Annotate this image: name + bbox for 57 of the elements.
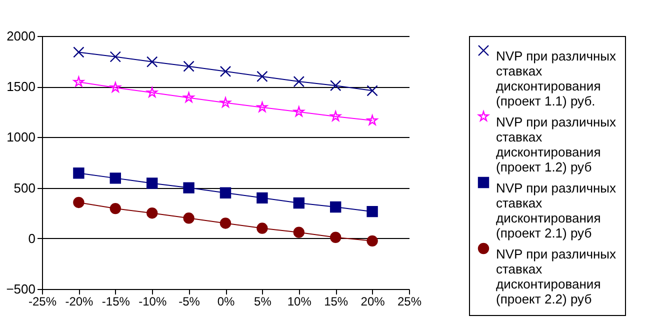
point xyxy=(183,182,194,194)
point xyxy=(73,46,84,58)
point xyxy=(220,218,232,229)
x-tick-label: 20% xyxy=(360,294,386,308)
point xyxy=(220,187,232,198)
legend-label: NVP при различных ставках дисконтирования (проект 1.1) руб. xyxy=(496,48,617,108)
point xyxy=(110,172,121,184)
point xyxy=(183,212,194,224)
point xyxy=(366,235,378,247)
point xyxy=(330,80,342,92)
point xyxy=(256,102,268,112)
x-tick-label: 10% xyxy=(287,294,312,308)
point xyxy=(293,226,304,238)
point xyxy=(366,206,378,218)
point xyxy=(256,70,268,82)
y-tick-label: −500 xyxy=(6,282,36,296)
point xyxy=(330,201,342,213)
x-tick-label: 25% xyxy=(397,294,422,308)
point xyxy=(73,76,84,87)
point xyxy=(146,56,158,68)
point xyxy=(110,82,121,92)
point xyxy=(256,222,268,234)
legend-label: NVP при различных ставках дисконтирования (проект 2.1) руб xyxy=(496,180,617,240)
point xyxy=(330,232,342,243)
point xyxy=(73,196,84,208)
point xyxy=(294,106,304,117)
x-tick-label: -10% xyxy=(138,294,167,308)
point xyxy=(256,192,268,204)
x-tick-label: 0% xyxy=(217,294,235,308)
point xyxy=(330,110,341,122)
x-tick-label: -25% xyxy=(28,294,57,308)
y-tick-label: 500 xyxy=(14,180,36,196)
point xyxy=(110,51,121,62)
y-tick-label: 0 xyxy=(28,230,36,246)
y-tick-label: 2000 xyxy=(6,28,36,44)
x-tick-label: -15% xyxy=(102,294,130,308)
point xyxy=(110,202,121,214)
x-tick-label: 15% xyxy=(324,294,348,308)
point xyxy=(293,76,304,88)
x-tick-label: -20% xyxy=(65,294,94,308)
point xyxy=(183,92,194,102)
x-tick-label: 5% xyxy=(254,294,272,308)
point xyxy=(293,197,304,209)
legend-label: NVP при различных ставках дисконтирования (проект 2.2) руб xyxy=(496,246,617,306)
point xyxy=(220,66,232,78)
point xyxy=(366,85,378,96)
x-tick-label: -5% xyxy=(178,294,200,308)
point xyxy=(146,178,158,189)
y-tick-label: 1500 xyxy=(6,79,36,94)
point xyxy=(146,87,158,98)
point xyxy=(183,60,194,72)
point xyxy=(146,208,158,219)
legend-label: NVP при различных ставках дисконтирования (проект 1.2) руб xyxy=(496,114,617,174)
point xyxy=(220,97,231,108)
point xyxy=(366,114,378,126)
y-tick-label: 1000 xyxy=(6,130,36,145)
point xyxy=(73,168,84,179)
